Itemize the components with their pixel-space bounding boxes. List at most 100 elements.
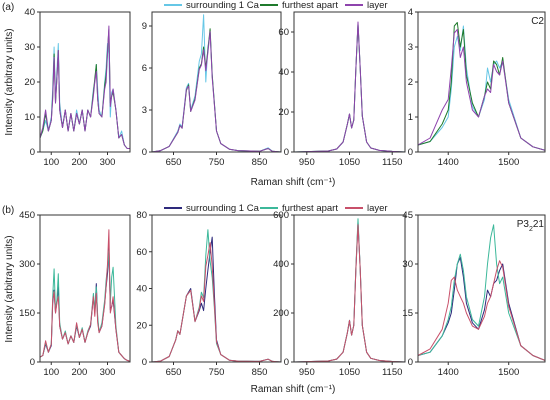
y-tick-label: 0 [284,357,289,368]
y-tick-label: 300 [19,259,35,270]
series-line-layer [152,242,281,362]
y-tick-label: 150 [19,308,35,319]
series-line-layer [418,260,545,361]
y-tick-label: 2 [408,77,413,88]
x-tick-label: 100 [43,157,59,168]
series-line-layer [418,29,545,151]
y-tick-label: 30 [24,42,35,53]
x-tick-label: 300 [100,367,116,378]
y-tick-label: 40 [136,284,147,295]
y-axis-label: Intensity (arbitrary units) [4,235,15,342]
panel-2: 650 750 850 0 20 40 60 80 [136,210,282,378]
panel-frame [293,214,406,363]
panel-frame [293,11,406,153]
panel-frame [39,214,131,363]
panel-3: 950 1050 1150 0 20 40 60 [278,11,406,168]
y-tick-label: 20 [24,77,35,88]
y-tick-label: 45 [402,210,413,221]
series-line-layer [40,229,130,362]
y-tick-label: 20 [136,320,147,331]
y-tick-label: 9 [142,21,147,32]
series-line-surrounding-1-Ca [294,23,405,152]
panel-1: 100 200 300 0 150 300 450 [19,210,131,378]
x-tick-label: 650 [166,157,182,168]
row-label: (b) [2,205,14,216]
series-line-layer [294,224,405,362]
panel-2: 650 750 850 0 3 6 9 [142,11,282,168]
y-tick-label: 3 [408,42,413,53]
x-tick-label: 1050 [339,157,360,168]
panel-1: 100 200 300 0 10 20 30 40 [24,7,131,168]
series-line-furthest-apart [152,28,281,152]
y-tick-label: 0 [30,147,35,158]
y-tick-label: 6 [142,63,147,74]
x-tick-label: 1400 [438,157,459,168]
y-tick-label: 0 [142,357,147,368]
x-tick-label: 200 [71,367,87,378]
x-tick-label: 750 [209,157,225,168]
series-line-layer [40,25,130,149]
x-tick-label: 200 [71,157,87,168]
x-tick-label: 850 [252,157,268,168]
series-line-layer [294,21,405,152]
y-tick-label: 450 [19,210,35,221]
y-tick-label: 0 [408,147,413,158]
series-line-furthest-apart [40,250,130,362]
series-line-layer [152,31,281,152]
x-tick-label: 850 [252,367,268,378]
space-group-label: C2 [531,16,544,27]
y-tick-label: 15 [402,308,413,319]
panel-4: 1400 1500 0 1 2 3 4 [408,7,546,168]
series-line-furthest-apart [294,23,405,152]
y-tick-label: 40 [278,67,289,78]
y-tick-label: 600 [273,210,289,221]
x-tick-label: 1500 [498,157,519,168]
x-tick-label: 750 [209,367,225,378]
y-tick-label: 60 [136,247,147,258]
y-tick-label: 200 [273,308,289,319]
x-tick-label: 1150 [382,367,402,378]
y-tick-label: 3 [142,105,147,116]
series-line-furthest-apart [418,22,545,151]
legend-label: surrounding 1 Ca [186,203,260,214]
x-axis-label: Raman shift (cm⁻¹) [251,177,336,188]
y-tick-label: 1 [408,112,413,123]
x-tick-label: 1150 [382,157,402,168]
legend-label: surrounding 1 Ca [186,0,260,11]
series-line-surrounding-1-Ca [40,247,130,362]
y-tick-label: 0 [30,357,35,368]
y-tick-label: 10 [24,112,35,123]
x-tick-label: 1050 [339,367,360,378]
row-label: (a) [2,2,14,13]
y-tick-label: 0 [408,357,413,368]
y-axis-label: Intensity (arbitrary units) [4,28,15,135]
x-tick-label: 1500 [498,367,519,378]
panel-3: 950 1050 1150 0 200 400 600 [273,210,406,378]
panel-4: 1400 1500 0 15 30 45 [402,210,546,378]
chart-row-b: (b) Intensity (arbitrary units) Raman shif… [2,203,546,395]
series-line-surrounding-1-Ca [294,221,405,362]
legend-label: furthest apart [282,203,338,214]
x-axis-label: Raman shift (cm⁻¹) [251,384,336,395]
y-tick-label: 20 [278,107,289,118]
y-tick-label: 0 [142,147,147,158]
y-tick-label: 400 [273,259,289,270]
panel-frame [417,214,546,363]
series-line-furthest-apart [294,218,405,362]
y-tick-label: 40 [24,7,35,18]
x-tick-label: 950 [299,157,315,168]
x-tick-label: 300 [100,157,116,168]
x-tick-label: 1400 [438,367,459,378]
x-tick-label: 100 [43,367,59,378]
legend-label: layer [367,0,388,11]
legend-label: furthest apart [282,0,338,11]
y-tick-label: 60 [278,27,289,38]
y-tick-label: 30 [402,259,413,270]
chart-row-a: (a) Intensity (arbitrary units) Raman shif… [2,0,546,188]
space-group-label: P3221 [517,219,545,233]
x-tick-label: 950 [299,367,315,378]
legend-label: layer [367,203,388,214]
y-tick-label: 80 [136,210,147,221]
x-tick-label: 650 [166,367,182,378]
